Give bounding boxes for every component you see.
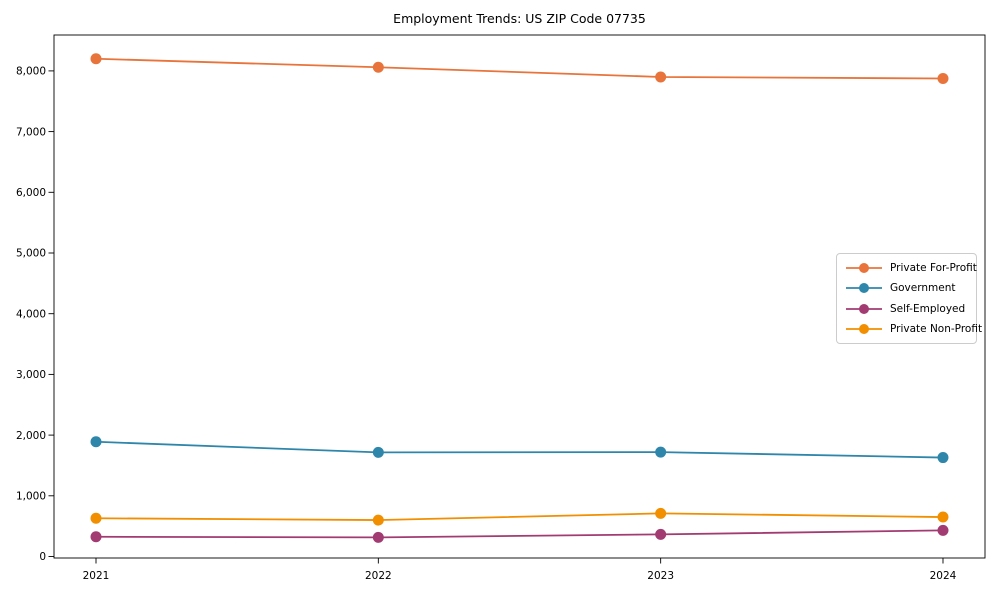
- data-point: [372, 446, 384, 458]
- axes-spines: [53, 34, 986, 559]
- data-point: [372, 514, 384, 526]
- legend: Private For-Profit Government Self-Employe…: [836, 253, 982, 344]
- data-point: [90, 53, 102, 65]
- data-point: [90, 512, 102, 524]
- legend-marker-icon: [846, 303, 882, 314]
- x-tick-label: 2022: [365, 570, 392, 582]
- data-point: [937, 524, 949, 536]
- legend-marker-icon: [846, 263, 882, 274]
- legend-item: Private Non-Profit: [843, 319, 982, 339]
- y-tick-label: 2,000: [16, 430, 46, 442]
- series-line: [95, 57, 943, 80]
- data-point: [90, 531, 102, 543]
- x-tick-label: 2023: [647, 570, 674, 582]
- data-point: [90, 436, 102, 448]
- y-tick-label: 6,000: [16, 187, 46, 199]
- data-point: [655, 446, 667, 458]
- data-point: [655, 528, 667, 540]
- x-tick-label: 2021: [83, 570, 110, 582]
- data-point: [937, 452, 949, 464]
- y-tick-label: 1,000: [16, 491, 46, 503]
- legend-item: Self-Employed: [843, 299, 970, 319]
- data-point: [655, 71, 667, 83]
- y-tick-label: 4,000: [16, 308, 46, 320]
- legend-item: Private For-Profit: [843, 258, 977, 278]
- legend-marker-icon: [846, 283, 882, 294]
- chart-title: Employment Trends: US ZIP Code 07735: [393, 11, 646, 26]
- data-point: [937, 511, 949, 523]
- legend-label: Self-Employed: [890, 302, 966, 315]
- data-point: [937, 72, 949, 84]
- legend-item: Government: [843, 278, 970, 298]
- legend-marker-icon: [846, 323, 882, 334]
- y-tick-label: 7,000: [16, 126, 46, 138]
- data-point: [372, 531, 384, 543]
- y-tick-label: 8,000: [16, 66, 46, 78]
- series-line: [95, 512, 944, 521]
- legend-label: Private For-Profit: [890, 262, 977, 275]
- legend-label: Private Non-Profit: [890, 322, 983, 335]
- data-point: [372, 61, 384, 73]
- legend-label: Government: [890, 282, 956, 295]
- y-tick-label: 3,000: [16, 369, 46, 381]
- y-tick-label: 5,000: [16, 248, 46, 260]
- series-line: [95, 440, 944, 459]
- x-tick-label: 2024: [930, 570, 957, 582]
- y-tick-label: 0: [39, 551, 46, 563]
- data-point: [655, 507, 667, 519]
- series-line: [95, 529, 944, 539]
